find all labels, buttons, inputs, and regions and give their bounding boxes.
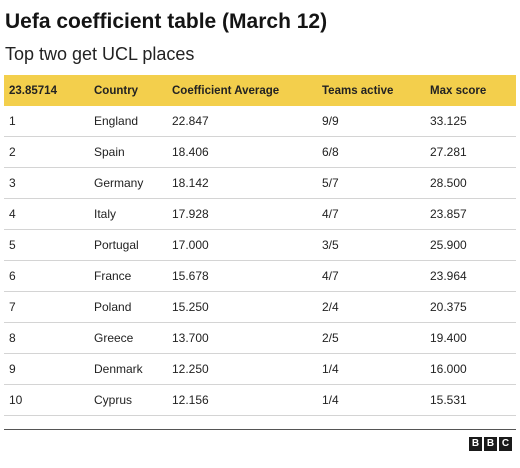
table-row: 5 Portugal 17.000 3/5 25.900	[4, 230, 516, 261]
cell-teams-active: 1/4	[322, 362, 339, 376]
coefficient-table: 23.85714 Country Coefficient Average Tea…	[4, 75, 516, 416]
cell-coefficient-average: 15.250	[172, 300, 209, 314]
cell-teams-active: 1/4	[322, 393, 339, 407]
table-row: 7 Poland 15.250 2/4 20.375	[4, 292, 516, 323]
cell-max-score: 15.531	[430, 393, 467, 407]
cell-country: France	[94, 269, 132, 283]
column-header-rank: 23.85714	[9, 84, 57, 97]
table-row: 9 Denmark 12.250 1/4 16.000	[4, 354, 516, 385]
cell-max-score: 23.964	[430, 269, 467, 283]
cell-coefficient-average: 17.000	[172, 238, 209, 252]
cell-teams-active: 2/5	[322, 331, 339, 345]
cell-teams-active: 4/7	[322, 269, 339, 283]
cell-country: Spain	[94, 145, 125, 159]
cell-rank: 10	[9, 393, 23, 407]
cell-coefficient-average: 22.847	[172, 114, 209, 128]
column-header-teams-active: Teams active	[322, 84, 394, 97]
cell-country: Greece	[94, 331, 134, 345]
bbc-logo: B B C	[469, 437, 512, 451]
cell-coefficient-average: 12.250	[172, 362, 209, 376]
cell-teams-active: 2/4	[322, 300, 339, 314]
cell-country: Germany	[94, 176, 144, 190]
cell-rank: 8	[9, 331, 16, 345]
cell-coefficient-average: 17.928	[172, 207, 209, 221]
chart-title: Uefa coefficient table (March 12)	[5, 10, 328, 33]
cell-rank: 6	[9, 269, 16, 283]
cell-teams-active: 3/5	[322, 238, 339, 252]
cell-country: Denmark	[94, 362, 143, 376]
cell-rank: 5	[9, 238, 16, 252]
cell-max-score: 20.375	[430, 300, 467, 314]
table-row: 10 Cyprus 12.156 1/4 15.531	[4, 385, 516, 416]
column-header-max-score: Max score	[430, 84, 487, 97]
cell-rank: 4	[9, 207, 16, 221]
bbc-logo-block: B	[484, 437, 497, 451]
cell-country: England	[94, 114, 139, 128]
chart-subtitle: Top two get UCL places	[5, 44, 195, 64]
bbc-logo-block: B	[469, 437, 482, 451]
cell-teams-active: 6/8	[322, 145, 339, 159]
table-row: 1 England 22.847 9/9 33.125	[4, 106, 516, 137]
bottom-divider	[4, 429, 516, 430]
cell-country: Italy	[94, 207, 117, 221]
column-header-coefficient-average: Coefficient Average	[172, 84, 280, 97]
cell-max-score: 19.400	[430, 331, 467, 345]
cell-rank: 7	[9, 300, 16, 314]
cell-max-score: 27.281	[430, 145, 467, 159]
cell-coefficient-average: 18.142	[172, 176, 209, 190]
cell-coefficient-average: 15.678	[172, 269, 209, 283]
cell-max-score: 16.000	[430, 362, 467, 376]
table-header: 23.85714 Country Coefficient Average Tea…	[4, 75, 516, 106]
table-row: 4 Italy 17.928 4/7 23.857	[4, 199, 516, 230]
table-body: 1 England 22.847 9/9 33.125 2 Spain 18.406 6/8 27…	[4, 106, 516, 416]
cell-rank: 3	[9, 176, 16, 190]
cell-teams-active: 5/7	[322, 176, 339, 190]
table-row: 8 Greece 13.700 2/5 19.400	[4, 323, 516, 354]
cell-max-score: 25.900	[430, 238, 467, 252]
table-row: 3 Germany 18.142 5/7 28.500	[4, 168, 516, 199]
table-row: 6 France 15.678 4/7 23.964	[4, 261, 516, 292]
cell-country: Portugal	[94, 238, 139, 252]
cell-coefficient-average: 12.156	[172, 393, 209, 407]
cell-max-score: 33.125	[430, 114, 467, 128]
cell-country: Poland	[94, 300, 132, 314]
cell-country: Cyprus	[94, 393, 133, 407]
cell-max-score: 28.500	[430, 176, 467, 190]
cell-coefficient-average: 18.406	[172, 145, 209, 159]
bbc-logo-block: C	[499, 437, 512, 451]
cell-rank: 2	[9, 145, 16, 159]
cell-rank: 9	[9, 362, 16, 376]
cell-coefficient-average: 13.700	[172, 331, 209, 345]
cell-teams-active: 4/7	[322, 207, 339, 221]
cell-max-score: 23.857	[430, 207, 467, 221]
cell-rank: 1	[9, 114, 16, 128]
cell-teams-active: 9/9	[322, 114, 339, 128]
table-row: 2 Spain 18.406 6/8 27.281	[4, 137, 516, 168]
column-header-country: Country	[94, 84, 139, 97]
